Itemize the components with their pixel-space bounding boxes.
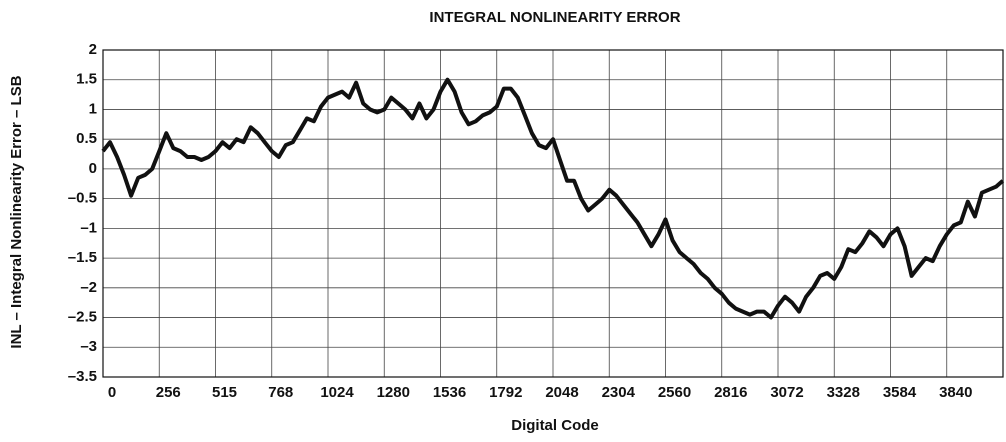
y-tick-label: 2 bbox=[89, 41, 97, 58]
x-tick-label: 0 bbox=[108, 384, 116, 401]
x-tick-label: 2048 bbox=[545, 384, 578, 401]
y-tick-label: –2.5 bbox=[68, 309, 97, 326]
x-tick-label: 3328 bbox=[827, 384, 860, 401]
x-tick-label: 1024 bbox=[320, 384, 354, 401]
x-tick-label: 1536 bbox=[433, 384, 466, 401]
x-tick-label: 1280 bbox=[377, 384, 410, 401]
y-tick-label: –2 bbox=[80, 279, 97, 296]
y-tick-label: –3.5 bbox=[68, 368, 97, 385]
x-tick-label: 3840 bbox=[939, 384, 972, 401]
x-axis-label: Digital Code bbox=[511, 417, 599, 434]
y-tick-label: –3 bbox=[80, 338, 97, 355]
y-tick-label: 0 bbox=[89, 160, 97, 177]
y-tick-label: 0.5 bbox=[76, 130, 97, 147]
plot-frame bbox=[102, 49, 1004, 378]
y-tick-label: 1 bbox=[89, 100, 97, 117]
x-tick-label: 256 bbox=[156, 384, 181, 401]
data-line bbox=[101, 77, 1005, 320]
x-tick-label: 2560 bbox=[658, 384, 691, 401]
y-axis-label: INL – Integral Nonlinearity Error – LSB bbox=[8, 75, 25, 348]
y-tick-label: –1 bbox=[80, 219, 97, 236]
x-tick-label: 3584 bbox=[883, 384, 917, 401]
x-tick-label: 2304 bbox=[602, 384, 636, 401]
y-tick-label: –0.5 bbox=[68, 190, 97, 207]
x-tick-label: 2816 bbox=[714, 384, 747, 401]
x-tick-label: 515 bbox=[212, 384, 237, 401]
x-tick-label: 768 bbox=[268, 384, 293, 401]
chart-title: INTEGRAL NONLINEARITY ERROR bbox=[429, 9, 680, 26]
y-tick-label: –1.5 bbox=[68, 249, 97, 266]
x-tick-label: 3072 bbox=[770, 384, 803, 401]
y-tick-label: 1.5 bbox=[76, 71, 97, 88]
x-tick-label: 1792 bbox=[489, 384, 522, 401]
